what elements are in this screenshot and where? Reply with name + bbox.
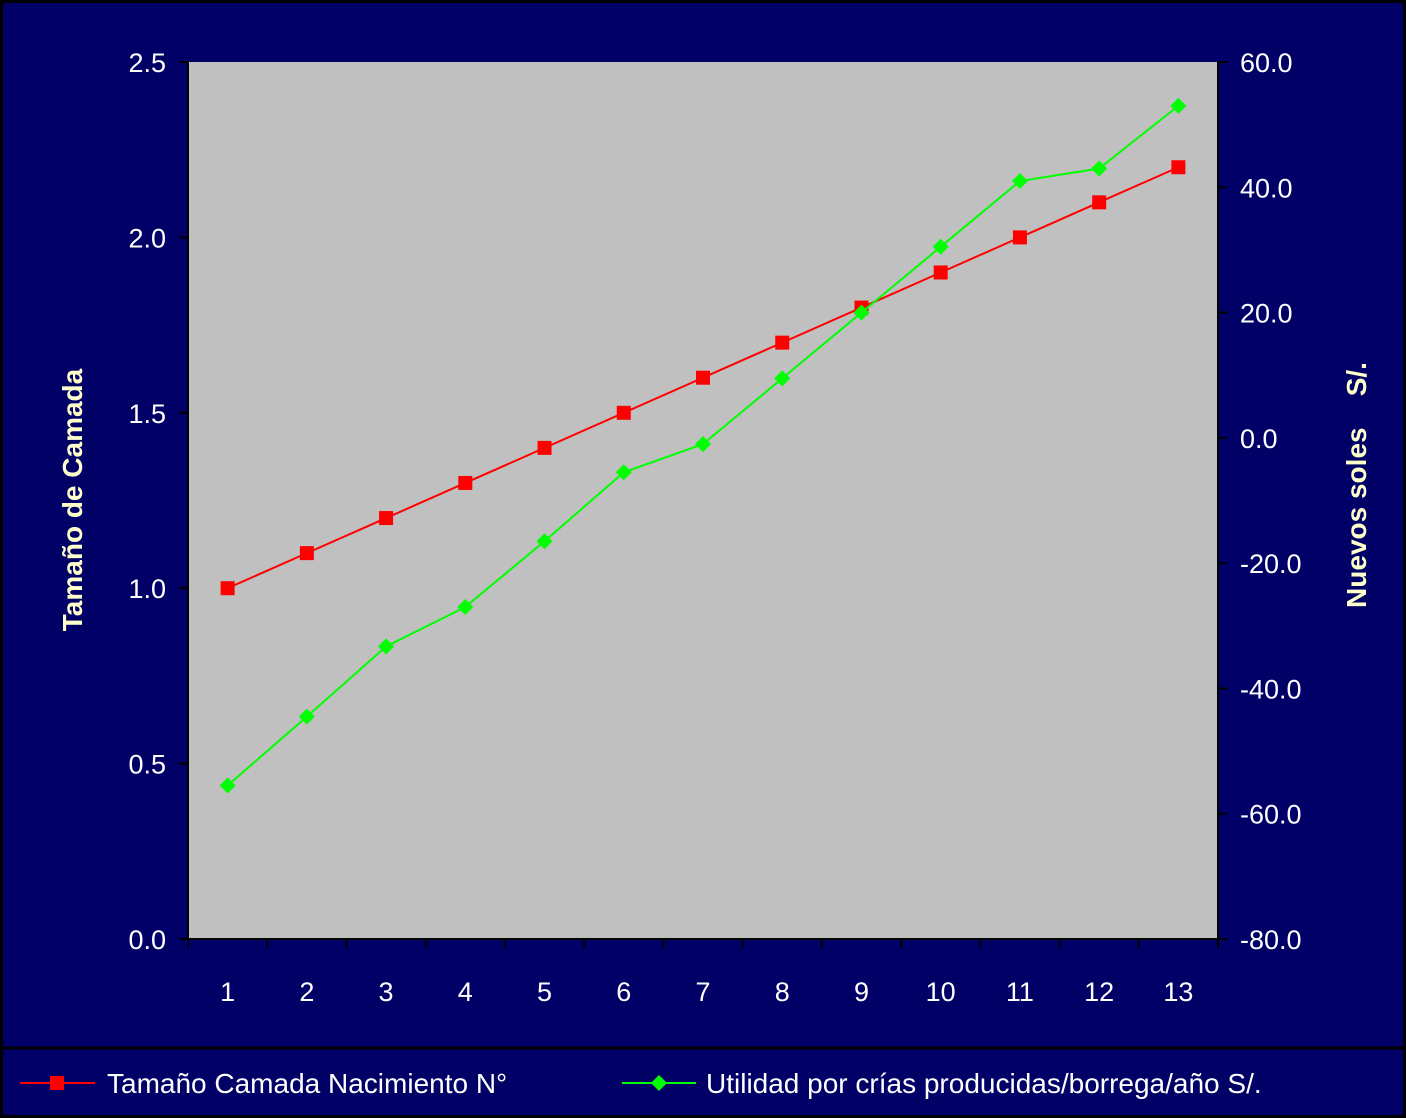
x-tick-label: 1 [220, 977, 235, 1007]
left-tick-label: 1.5 [128, 399, 166, 429]
right-axis-title: Nuevos soles S/. [1341, 362, 1372, 608]
left-tick-label: 2.0 [128, 223, 166, 253]
legend-marker-series-1 [50, 1076, 64, 1090]
x-tick-label: 11 [1006, 977, 1034, 1007]
data-point [932, 238, 949, 255]
right-tick-label: -40.0 [1240, 674, 1302, 704]
x-tick-label: 5 [537, 977, 552, 1007]
right-tick-label: 40.0 [1240, 173, 1293, 203]
right-tick-label: -80.0 [1240, 925, 1302, 955]
right-tick-label: 60.0 [1240, 48, 1293, 78]
data-point [774, 370, 791, 387]
right-tick-label: -20.0 [1240, 549, 1302, 579]
x-tick-label: 12 [1084, 977, 1114, 1007]
legend-label-series-2: Utilidad por crías producidas/borrega/añ… [706, 1068, 1262, 1099]
data-point [219, 777, 236, 794]
legend-label-series-1: Tamaño Camada Nacimiento N° [107, 1068, 507, 1099]
data-point [615, 464, 632, 481]
axes: 0.0 0.5 1.0 1.5 2.0 2.5 -80.0 -60.0 -40.0 -20.0 0.… [128, 48, 1301, 1007]
left-tick-label: 1.0 [128, 574, 166, 604]
data-point [1171, 160, 1186, 175]
left-axis-title: Tamaño de Camada [57, 368, 88, 631]
right-tick-label: -60.0 [1240, 800, 1302, 830]
plot-area [188, 62, 1218, 939]
x-tick-label: 2 [299, 977, 314, 1007]
data-point [299, 546, 314, 561]
data-point [775, 335, 790, 350]
left-tick-label: 0.5 [128, 750, 166, 780]
right-tick-label: 20.0 [1240, 299, 1293, 329]
data-point [458, 475, 473, 490]
data-point [696, 370, 710, 385]
x-tick-label: 6 [616, 977, 631, 1007]
right-tick-label: 0.0 [1240, 424, 1278, 454]
data-point [1091, 160, 1108, 177]
left-tick-label: 0.0 [128, 925, 166, 955]
legend: Tamaño Camada Nacimiento N° Utilidad por… [20, 1068, 1262, 1099]
data-point [853, 304, 870, 321]
series-layer [219, 97, 1187, 794]
data-point [378, 638, 395, 655]
data-point [695, 436, 711, 453]
data-point [616, 405, 631, 420]
data-point [537, 440, 552, 455]
x-tick-label: 3 [379, 977, 394, 1007]
x-tick-label: 4 [458, 977, 473, 1007]
data-point [457, 598, 474, 615]
data-point [933, 265, 948, 280]
data-point [298, 708, 315, 725]
x-tick-label: 13 [1163, 977, 1193, 1007]
x-tick-label: 7 [695, 977, 710, 1007]
data-point [1170, 97, 1187, 114]
left-tick-label: 2.5 [128, 48, 166, 78]
data-point [536, 533, 553, 550]
x-tick-label: 10 [926, 977, 956, 1007]
data-point [1011, 173, 1028, 190]
legend-marker-series-2 [651, 1075, 667, 1091]
data-point [220, 581, 235, 596]
data-point [1092, 195, 1107, 210]
data-point [1012, 230, 1027, 245]
x-tick-label: 8 [775, 977, 790, 1007]
data-point [379, 511, 394, 526]
x-tick-label: 9 [854, 977, 869, 1007]
